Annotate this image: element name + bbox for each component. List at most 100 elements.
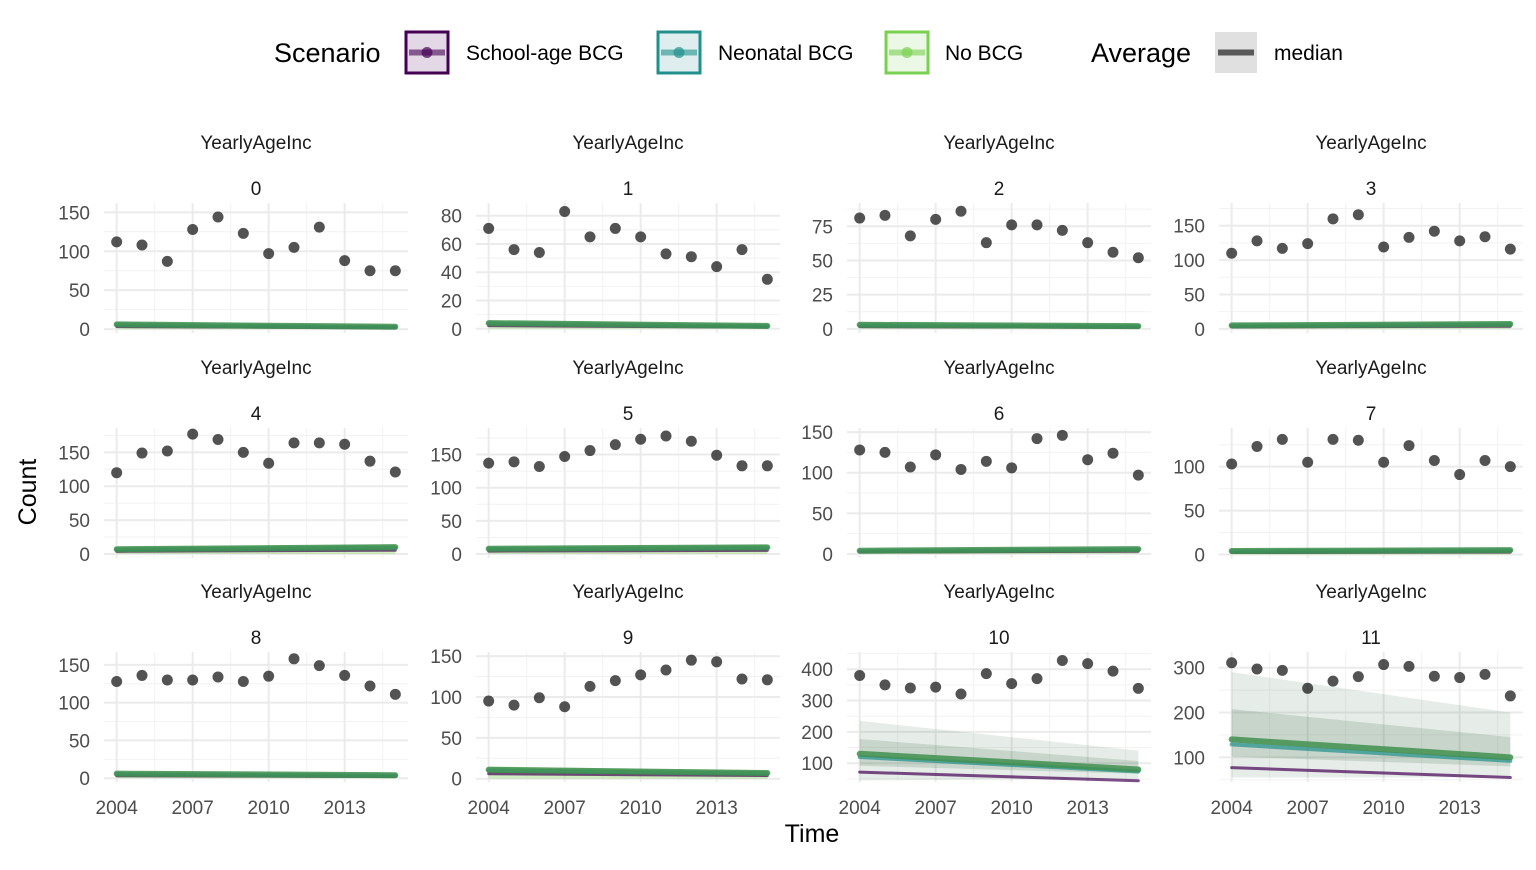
x-tick-label: 2004 <box>96 798 139 819</box>
data-point <box>1082 454 1093 465</box>
data-point <box>635 434 646 445</box>
y-tick-label: 0 <box>451 545 462 566</box>
y-tick-label: 50 <box>69 511 90 532</box>
data-point <box>187 224 198 235</box>
median-line-3 <box>860 549 1139 551</box>
data-point <box>635 669 646 680</box>
data-point <box>1133 252 1144 263</box>
x-tick-label: 2004 <box>468 798 511 819</box>
strip-label: 8 <box>251 628 262 649</box>
median-line-3 <box>489 770 768 773</box>
data-point <box>1302 238 1313 249</box>
data-point <box>534 692 545 703</box>
data-point <box>1353 435 1364 446</box>
data-point <box>956 206 967 217</box>
data-point <box>1252 235 1263 246</box>
data-point <box>686 655 697 666</box>
y-tick-label: 40 <box>441 263 462 284</box>
data-point <box>365 456 376 467</box>
data-point <box>661 664 672 675</box>
y-tick-label: 300 <box>1173 659 1205 680</box>
data-point <box>162 256 173 267</box>
data-point <box>1133 683 1144 694</box>
data-point <box>483 458 494 469</box>
x-tick-label: 2013 <box>324 798 366 819</box>
legend-item-3: No BCG <box>886 32 1023 73</box>
data-point <box>289 653 300 664</box>
strip-title: YearlyAgeInc <box>200 133 311 154</box>
y-tick-label: 0 <box>79 545 90 566</box>
data-point <box>1353 671 1364 682</box>
data-point <box>483 223 494 234</box>
data-point <box>930 449 941 460</box>
grid <box>104 428 408 558</box>
median-line-3 <box>860 325 1139 326</box>
strip-label: 9 <box>623 628 634 649</box>
data-point <box>956 688 967 699</box>
y-tick-label: 100 <box>58 694 90 715</box>
x-tick-label: 2010 <box>1363 798 1405 819</box>
data-point <box>289 242 300 253</box>
data-point <box>238 447 249 458</box>
y-tick-label: 150 <box>58 656 90 677</box>
data-point <box>187 674 198 685</box>
data-point <box>1252 664 1263 675</box>
data-point <box>880 679 891 690</box>
y-tick-label: 50 <box>1184 502 1205 523</box>
data-point <box>1378 457 1389 468</box>
data-point <box>509 700 520 711</box>
grid <box>476 652 780 782</box>
data-point <box>1353 209 1364 220</box>
data-point <box>1429 455 1440 466</box>
data-point <box>1454 672 1465 683</box>
data-point <box>635 231 646 242</box>
data-point <box>137 240 148 251</box>
data-point <box>1082 237 1093 248</box>
data-point <box>1404 232 1415 243</box>
data-point <box>1057 225 1068 236</box>
x-tick-label: 2004 <box>1211 798 1254 819</box>
y-tick-label: 150 <box>430 446 462 467</box>
data-point <box>213 434 224 445</box>
y-tick-label: 50 <box>441 512 462 533</box>
data-point <box>585 231 596 242</box>
data-point <box>711 261 722 272</box>
data-point <box>263 248 274 259</box>
data-point <box>1454 235 1465 246</box>
data-point <box>111 676 122 687</box>
y-tick-label: 50 <box>441 729 462 750</box>
data-point <box>1006 462 1017 473</box>
legend-key-point <box>422 47 433 58</box>
data-point <box>1226 248 1237 259</box>
y-tick-label: 0 <box>79 769 90 790</box>
data-point <box>1302 683 1313 694</box>
data-point <box>534 461 545 472</box>
data-point <box>289 437 300 448</box>
strip-title: YearlyAgeInc <box>1315 358 1426 379</box>
data-point <box>390 689 401 700</box>
legend-item-average: median <box>1215 32 1343 73</box>
data-point <box>686 251 697 262</box>
grid <box>476 203 780 333</box>
data-point <box>1226 459 1237 470</box>
legend-key-point <box>674 47 685 58</box>
data-point <box>1032 433 1043 444</box>
y-tick-label: 150 <box>430 647 462 668</box>
strip-title: YearlyAgeInc <box>943 358 1054 379</box>
median-line-3 <box>489 323 768 326</box>
y-tick-label: 100 <box>801 464 833 485</box>
grid <box>1219 203 1523 333</box>
legend-label: median <box>1274 42 1343 65</box>
data-point <box>762 674 773 685</box>
strip-title: YearlyAgeInc <box>200 358 311 379</box>
y-tick-label: 0 <box>1194 320 1205 341</box>
data-point <box>1006 219 1017 230</box>
legend-label: Neonatal BCG <box>718 42 853 65</box>
strip-label: 6 <box>994 404 1005 425</box>
